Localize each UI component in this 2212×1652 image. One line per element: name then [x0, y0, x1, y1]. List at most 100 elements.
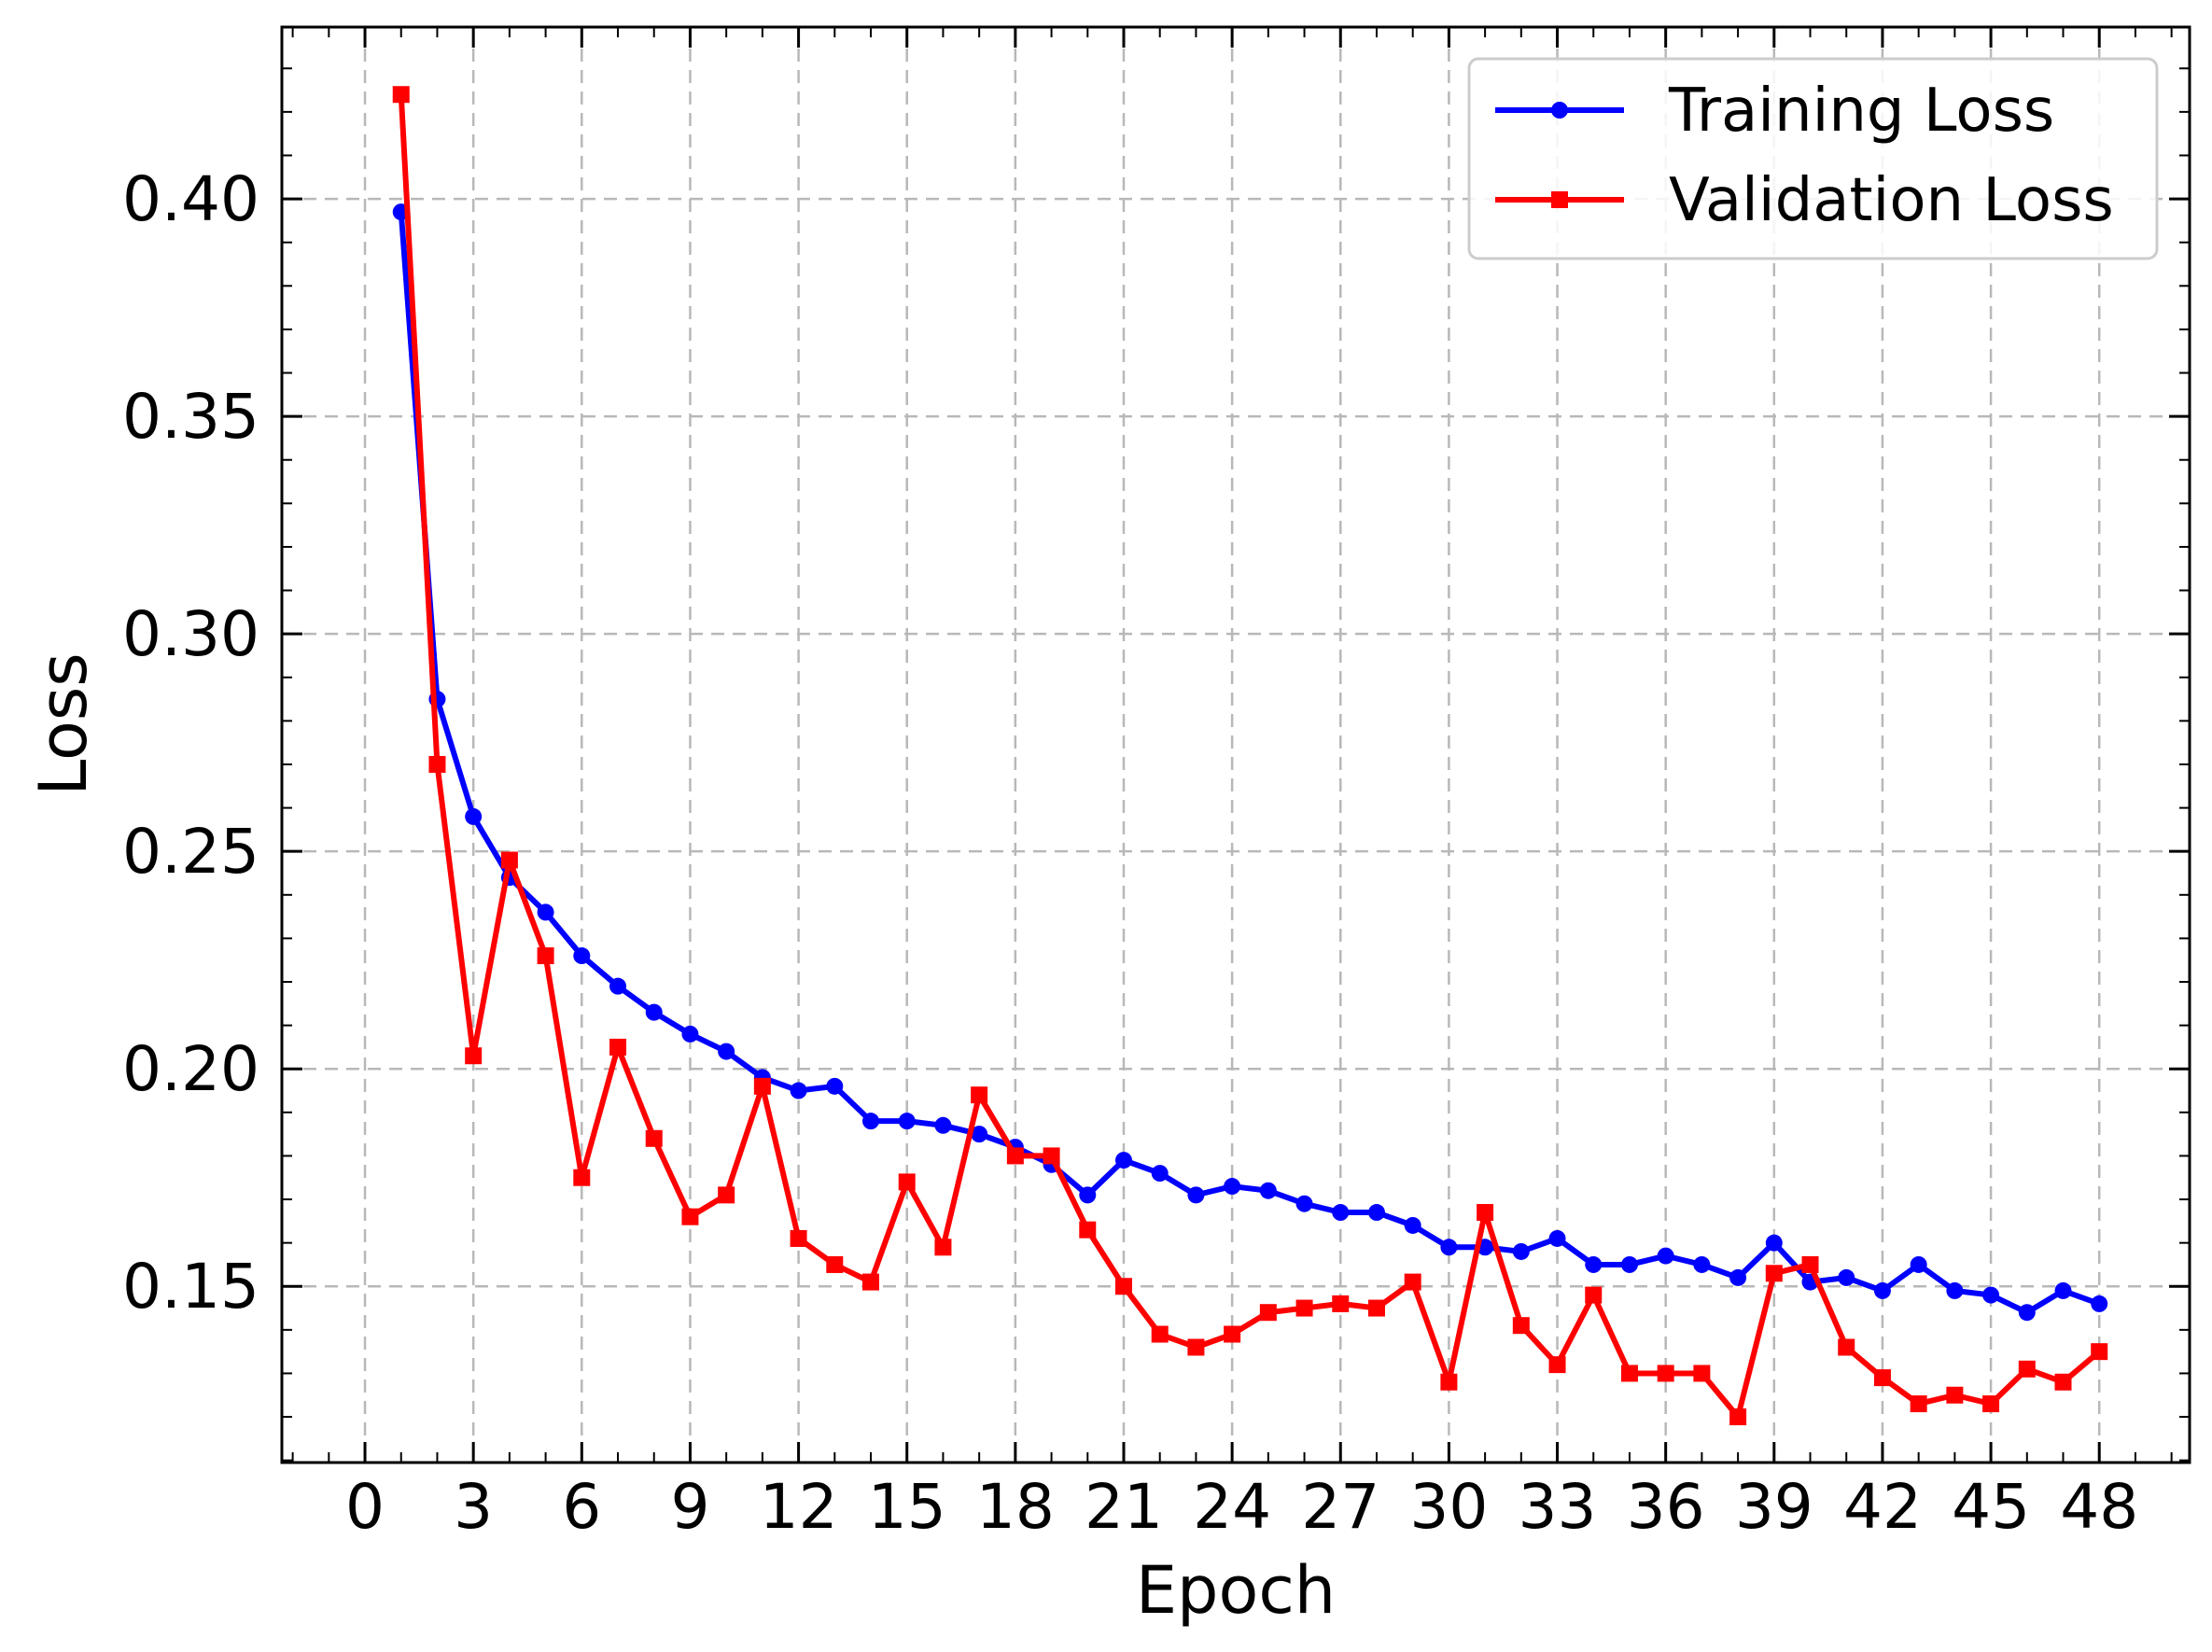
data-point [465, 808, 482, 825]
data-point [1982, 1395, 1999, 1412]
data-point [428, 756, 445, 773]
data-point [609, 1039, 626, 1056]
data-point [862, 1113, 879, 1129]
x-tick-label: 27 [1301, 1471, 1379, 1543]
data-point [1693, 1256, 1710, 1273]
data-point [465, 1047, 482, 1064]
data-point [646, 1004, 663, 1021]
y-tick-label: 0.25 [122, 816, 259, 888]
legend-label: Training Loss [1668, 77, 2054, 146]
data-point [1115, 1152, 1132, 1169]
data-point [1874, 1282, 1891, 1299]
data-point [2091, 1295, 2107, 1312]
x-tick-label: 48 [2060, 1471, 2138, 1543]
data-point [681, 1026, 698, 1043]
data-point [718, 1186, 735, 1203]
data-point [1079, 1186, 1096, 1203]
data-point [573, 947, 590, 964]
x-tick-label: 33 [1519, 1471, 1597, 1543]
data-point [1513, 1243, 1530, 1260]
data-point [1802, 1256, 1819, 1273]
x-tick-label: 36 [1627, 1471, 1705, 1543]
data-point [1296, 1300, 1313, 1317]
x-tick-label: 45 [1952, 1471, 2030, 1543]
data-point [1332, 1295, 1349, 1312]
data-point [1007, 1147, 1024, 1164]
data-point [1115, 1278, 1132, 1295]
data-point [1838, 1269, 1855, 1286]
data-point [1513, 1317, 1530, 1334]
data-point [1079, 1222, 1096, 1239]
data-point [2055, 1374, 2072, 1391]
data-point [1440, 1374, 1457, 1391]
data-point [1982, 1287, 1999, 1304]
data-point [1187, 1186, 1204, 1203]
data-point [1621, 1256, 1638, 1273]
data-point [1911, 1256, 1927, 1273]
data-point [1368, 1204, 1385, 1221]
data-point [1766, 1235, 1783, 1252]
data-point [501, 852, 518, 869]
data-point [2091, 1343, 2107, 1360]
data-point [791, 1083, 807, 1099]
legend: Training LossValidation Loss [1469, 59, 2157, 259]
data-point [2019, 1304, 2036, 1321]
data-point [1332, 1204, 1349, 1221]
data-point [646, 1130, 663, 1147]
data-point [681, 1209, 698, 1225]
data-point [826, 1078, 843, 1095]
legend-marker [1551, 102, 1568, 119]
x-tick-label: 0 [345, 1471, 385, 1543]
data-point [934, 1117, 951, 1134]
data-point [899, 1173, 916, 1190]
y-tick-label: 0.40 [122, 163, 259, 235]
y-tick-label: 0.35 [122, 381, 259, 453]
y-axis-title: Loss [25, 652, 102, 796]
x-axis-title: Epoch [1136, 1552, 1336, 1629]
data-point [1152, 1326, 1169, 1343]
data-point [1621, 1365, 1638, 1381]
y-tick-label: 0.30 [122, 598, 259, 670]
data-point [1224, 1326, 1240, 1343]
y-tick-label: 0.20 [122, 1033, 259, 1105]
data-point [2055, 1282, 2072, 1299]
data-point [1187, 1338, 1204, 1355]
x-tick-label: 42 [1843, 1471, 1922, 1543]
data-point [1946, 1282, 1963, 1299]
data-point [1585, 1287, 1602, 1304]
data-point [1405, 1274, 1421, 1291]
x-tick-label: 30 [1409, 1471, 1488, 1543]
data-point [899, 1113, 916, 1129]
data-point [1477, 1204, 1493, 1221]
data-point [1729, 1408, 1746, 1425]
data-point [1585, 1256, 1602, 1273]
data-point [1043, 1147, 1060, 1164]
x-tick-label: 24 [1193, 1471, 1271, 1543]
data-point [1549, 1356, 1566, 1373]
data-point [1224, 1178, 1240, 1195]
x-tick-label: 39 [1735, 1471, 1813, 1543]
data-point [1658, 1248, 1674, 1265]
x-tick-label: 3 [454, 1471, 493, 1543]
x-tick-label: 21 [1085, 1471, 1163, 1543]
x-tick-label: 18 [976, 1471, 1055, 1543]
x-tick-label: 9 [670, 1471, 709, 1543]
data-point [609, 978, 626, 995]
data-point [862, 1274, 879, 1291]
data-point [1440, 1239, 1457, 1255]
x-tick-label: 15 [868, 1471, 946, 1543]
data-point [1838, 1338, 1855, 1355]
data-point [1152, 1165, 1169, 1182]
data-point [1874, 1369, 1891, 1386]
data-point [791, 1230, 807, 1247]
data-point [1405, 1217, 1421, 1234]
x-tick-label: 6 [562, 1471, 601, 1543]
data-point [1296, 1196, 1313, 1212]
data-point [718, 1043, 735, 1060]
data-point [573, 1169, 590, 1186]
data-point [934, 1239, 951, 1255]
data-point [1946, 1387, 1963, 1404]
data-point [538, 947, 554, 964]
